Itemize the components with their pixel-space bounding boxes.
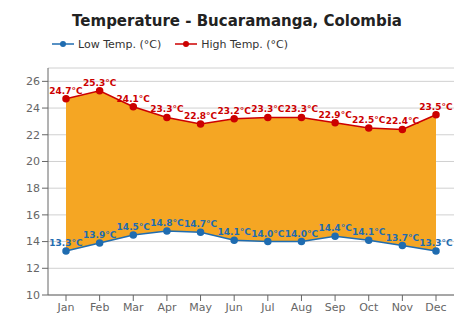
svg-text:14.1°C: 14.1°C (352, 227, 386, 237)
svg-text:16: 16 (26, 209, 40, 222)
svg-text:Mar: Mar (123, 301, 144, 314)
svg-text:14.1°C: 14.1°C (218, 227, 252, 237)
svg-text:14.4°C: 14.4°C (318, 223, 352, 233)
svg-text:22.8°C: 22.8°C (184, 111, 218, 121)
svg-text:20: 20 (26, 155, 40, 168)
html-text:Temperature - Bucaramanga, Col: Temperature - Bucaramanga, Colombia (72, 12, 402, 30)
svg-text:24.7°C: 24.7°C (49, 86, 83, 96)
svg-text:23.3°C: 23.3°C (285, 104, 319, 114)
svg-text:13.3°C: 13.3°C (49, 238, 83, 248)
svg-text:23.2°C: 23.2°C (218, 106, 252, 116)
svg-text:24.1°C: 24.1°C (117, 94, 151, 104)
svg-text:22: 22 (26, 129, 40, 142)
html-text:Low Temp. (°C): Low Temp. (°C) (78, 37, 162, 51)
svg-text:14.8°C: 14.8°C (150, 218, 184, 228)
svg-text:23.3°C: 23.3°C (251, 104, 285, 114)
svg-text:14: 14 (26, 235, 40, 248)
svg-text:12: 12 (26, 262, 40, 275)
svg-text:Oct: Oct (359, 301, 379, 314)
svg-text:13.7°C: 13.7°C (386, 233, 420, 243)
svg-text:23.3°C: 23.3°C (150, 104, 184, 114)
svg-text:14.5°C: 14.5°C (117, 222, 151, 232)
svg-text:14.0°C: 14.0°C (285, 229, 319, 239)
svg-text:25.3°C: 25.3°C (83, 78, 117, 88)
svg-text:24: 24 (26, 102, 40, 115)
svg-text:22.9°C: 22.9°C (318, 110, 352, 120)
svg-text:14.7°C: 14.7°C (184, 219, 218, 229)
svg-text:22.4°C: 22.4°C (386, 116, 420, 126)
svg-text:Feb: Feb (90, 301, 109, 314)
svg-text:Jul: Jul (260, 301, 274, 314)
svg-text:23.5°C: 23.5°C (419, 102, 453, 112)
svg-text:22.5°C: 22.5°C (352, 115, 386, 125)
svg-text:Apr: Apr (157, 301, 177, 314)
svg-text:14.0°C: 14.0°C (251, 229, 285, 239)
svg-text:Dec: Dec (425, 301, 446, 314)
svg-text:10: 10 (26, 289, 40, 302)
svg-text:Sep: Sep (325, 301, 346, 314)
svg-text:Nov: Nov (392, 301, 414, 314)
html-text:High Temp. (°C): High Temp. (°C) (201, 37, 289, 51)
svg-text:26: 26 (26, 75, 40, 88)
svg-text:13.9°C: 13.9°C (83, 230, 117, 240)
svg-text:Jan: Jan (57, 301, 75, 314)
svg-text:Jun: Jun (225, 301, 243, 314)
svg-text:13.3°C: 13.3°C (419, 238, 453, 248)
svg-text:18: 18 (26, 182, 40, 195)
svg-text:Aug: Aug (291, 301, 312, 314)
svg-text:May: May (189, 301, 212, 314)
